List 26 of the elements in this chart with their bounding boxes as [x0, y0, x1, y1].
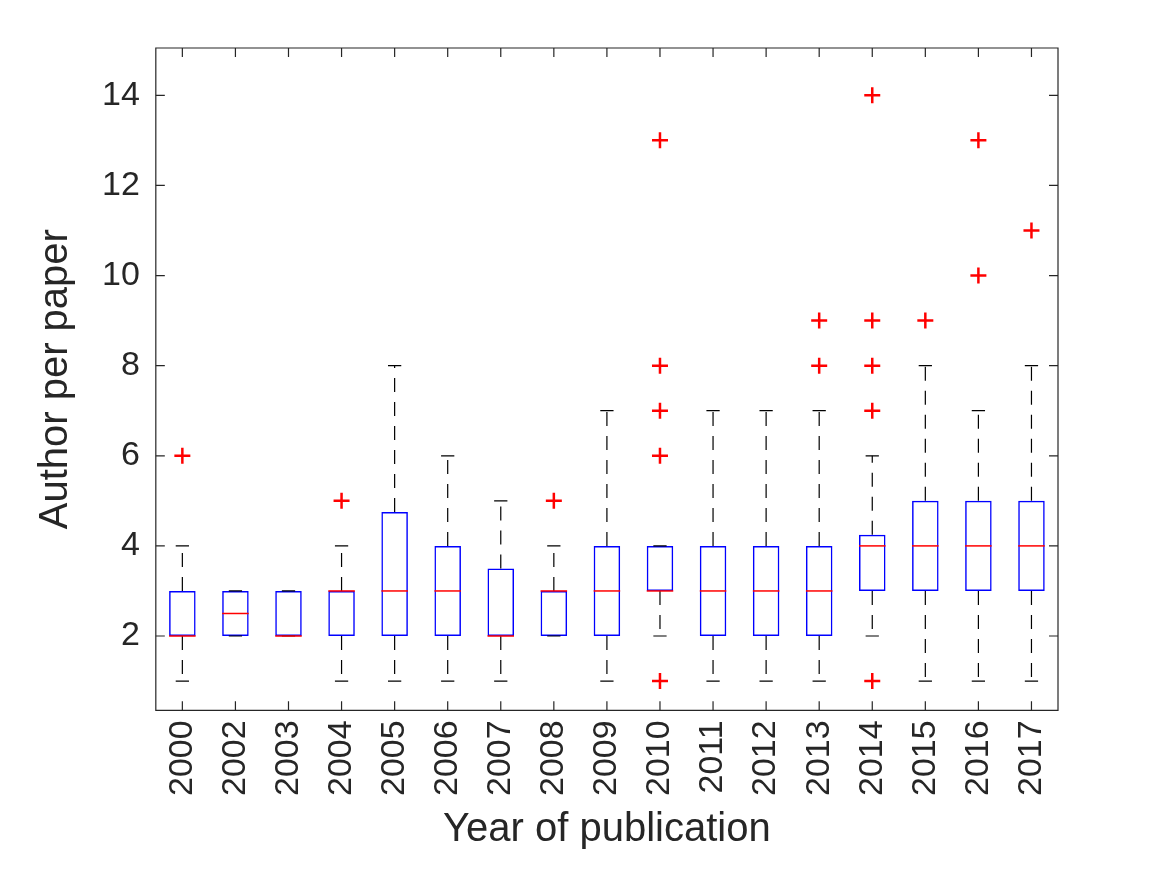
- x-tick-label: 2009: [585, 720, 624, 796]
- x-tick-label: 2003: [266, 720, 305, 796]
- x-tick-label: 2006: [426, 720, 465, 796]
- y-tick-label: 8: [120, 344, 140, 383]
- x-tick-label: 2000: [160, 720, 199, 796]
- x-tick-label: 2017: [1009, 720, 1048, 796]
- x-tick-label: 2010: [638, 720, 677, 796]
- x-tick-label: 2007: [479, 720, 518, 796]
- x-axis-title: Year of publication: [443, 805, 771, 850]
- x-tick-label: 2011: [691, 720, 730, 794]
- y-tick-label: 10: [101, 253, 140, 292]
- y-tick-label: 12: [101, 163, 140, 202]
- x-tick-label: 2015: [903, 720, 942, 796]
- y-axis-title: Author per paper: [31, 229, 76, 530]
- x-tick-label: 2012: [744, 720, 783, 796]
- x-tick-label: 2004: [319, 720, 358, 796]
- y-tick-label: 4: [120, 524, 140, 563]
- x-tick-label: 2005: [373, 720, 412, 796]
- y-tick-label: 2: [120, 614, 140, 653]
- x-tick-label: 2008: [532, 720, 571, 796]
- x-tick-label: 2014: [850, 720, 889, 796]
- x-tick-label: 2016: [956, 720, 995, 796]
- x-tick-label: 2002: [213, 720, 252, 796]
- y-tick-label: 6: [120, 434, 140, 473]
- x-tick-label: 2013: [797, 720, 836, 796]
- y-tick-label: 14: [101, 73, 140, 112]
